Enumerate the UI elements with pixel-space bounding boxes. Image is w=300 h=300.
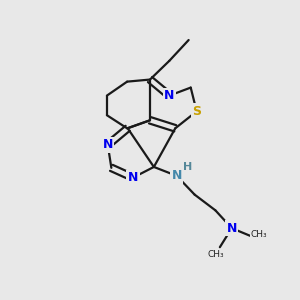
- Text: N: N: [128, 171, 138, 184]
- Text: N: N: [164, 89, 175, 102]
- Text: N: N: [226, 222, 237, 235]
- Text: S: S: [192, 105, 201, 118]
- Text: H: H: [182, 162, 192, 172]
- Text: N: N: [103, 138, 113, 152]
- Text: CH₃: CH₃: [250, 230, 267, 239]
- Text: N: N: [172, 169, 182, 182]
- Text: CH₃: CH₃: [207, 250, 224, 259]
